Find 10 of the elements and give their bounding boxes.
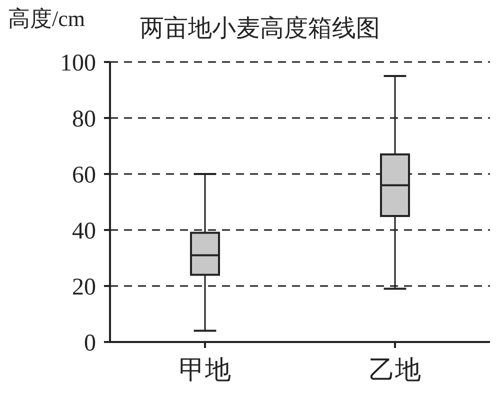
x-tick-label: 甲地: [179, 355, 231, 384]
y-tick-label: 0: [84, 330, 96, 357]
chart-title: 两亩地小麦高度箱线图: [140, 14, 380, 44]
y-tick-label: 100: [60, 50, 96, 77]
y-tick-label: 40: [72, 218, 96, 245]
y-tick-label: 60: [72, 162, 96, 189]
y-axis-title: 高度/cm: [8, 5, 85, 33]
y-tick-label: 20: [72, 274, 96, 301]
y-tick-label: 80: [72, 106, 96, 133]
x-tick-label: 乙地: [369, 355, 421, 384]
